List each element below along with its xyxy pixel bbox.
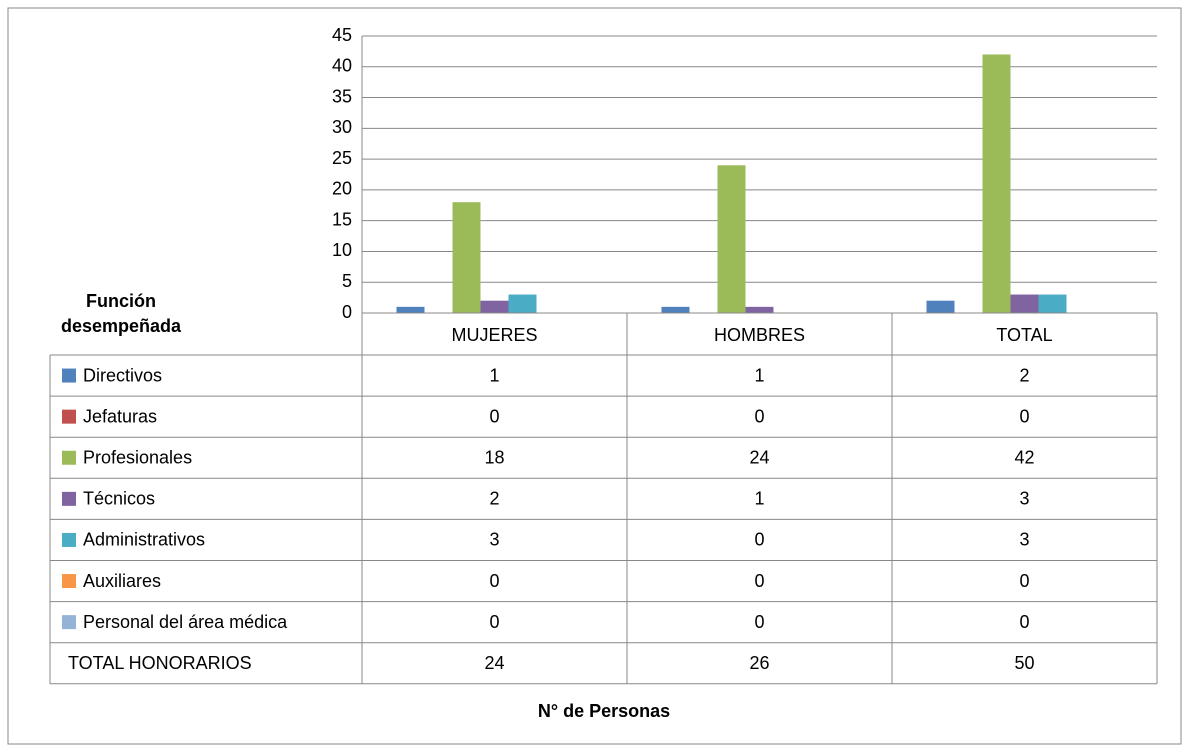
legend-label: Directivos (83, 365, 162, 385)
legend-swatch (62, 532, 76, 547)
bar (1038, 294, 1067, 313)
y-tick-label: 20 (332, 179, 352, 199)
x-axis-label: N° de Personas (538, 701, 670, 721)
bar (396, 306, 425, 313)
chart-border (7, 7, 1182, 745)
legend-swatch (62, 409, 76, 424)
table-value: 0 (489, 612, 499, 632)
bar (508, 294, 537, 313)
table-value: 50 (1014, 653, 1034, 673)
bar (1010, 294, 1039, 313)
bar (661, 306, 690, 313)
table-value: 3 (1019, 489, 1029, 509)
table-value: 1 (754, 489, 764, 509)
table-value: 1 (754, 365, 764, 385)
y-tick-label: 45 (332, 25, 352, 45)
legend-swatch (62, 615, 76, 630)
legend-swatch (62, 450, 76, 465)
table-value: 0 (1019, 612, 1029, 632)
y-tick-label: 30 (332, 117, 352, 137)
legend-label: Jefaturas (83, 406, 157, 426)
y-tick-label: 5 (342, 271, 352, 291)
y-tick-label: 10 (332, 240, 352, 260)
y-tick-label: 25 (332, 148, 352, 168)
legend-swatch (62, 491, 76, 506)
bar (745, 306, 774, 313)
table-value: 0 (1019, 571, 1029, 591)
table-value: 0 (754, 571, 764, 591)
bar (480, 300, 509, 313)
total-label: TOTAL HONORARIOS (68, 653, 252, 673)
bar (717, 165, 746, 313)
table-value: 26 (749, 653, 769, 673)
bar (452, 202, 481, 313)
table-value: 24 (749, 448, 769, 468)
table-value: 0 (1019, 406, 1029, 426)
table-value: 0 (489, 571, 499, 591)
table-value: 2 (1019, 365, 1029, 385)
table-value: 2 (489, 489, 499, 509)
legend-label: Personal del área médica (83, 612, 288, 632)
y-tick-label: 35 (332, 86, 352, 106)
legend-label: Profesionales (83, 448, 192, 468)
table-header: Función desempeñada (60, 291, 182, 336)
table-value: 1 (489, 365, 499, 385)
table-value: 0 (489, 406, 499, 426)
table-value: 0 (754, 530, 764, 550)
x-tick-label: HOMBRES (714, 325, 805, 345)
x-tick-label: MUJERES (451, 325, 537, 345)
legend-swatch (62, 368, 76, 383)
table-value: 42 (1014, 448, 1034, 468)
bar (982, 54, 1011, 313)
legend-label: Auxiliares (83, 571, 161, 591)
y-tick-label: 15 (332, 209, 352, 229)
legend-swatch (62, 574, 76, 589)
table-value: 0 (754, 612, 764, 632)
y-tick-label: 0 (342, 302, 352, 322)
table-value: 3 (489, 530, 499, 550)
bar (926, 300, 955, 313)
table-value: 24 (484, 653, 504, 673)
y-tick-label: 40 (332, 56, 352, 76)
table-value: 0 (754, 406, 764, 426)
table-value: 3 (1019, 530, 1029, 550)
legend-label: Administrativos (83, 530, 205, 550)
table-value: 18 (484, 448, 504, 468)
x-tick-label: TOTAL (996, 325, 1052, 345)
legend-label: Técnicos (83, 489, 155, 509)
